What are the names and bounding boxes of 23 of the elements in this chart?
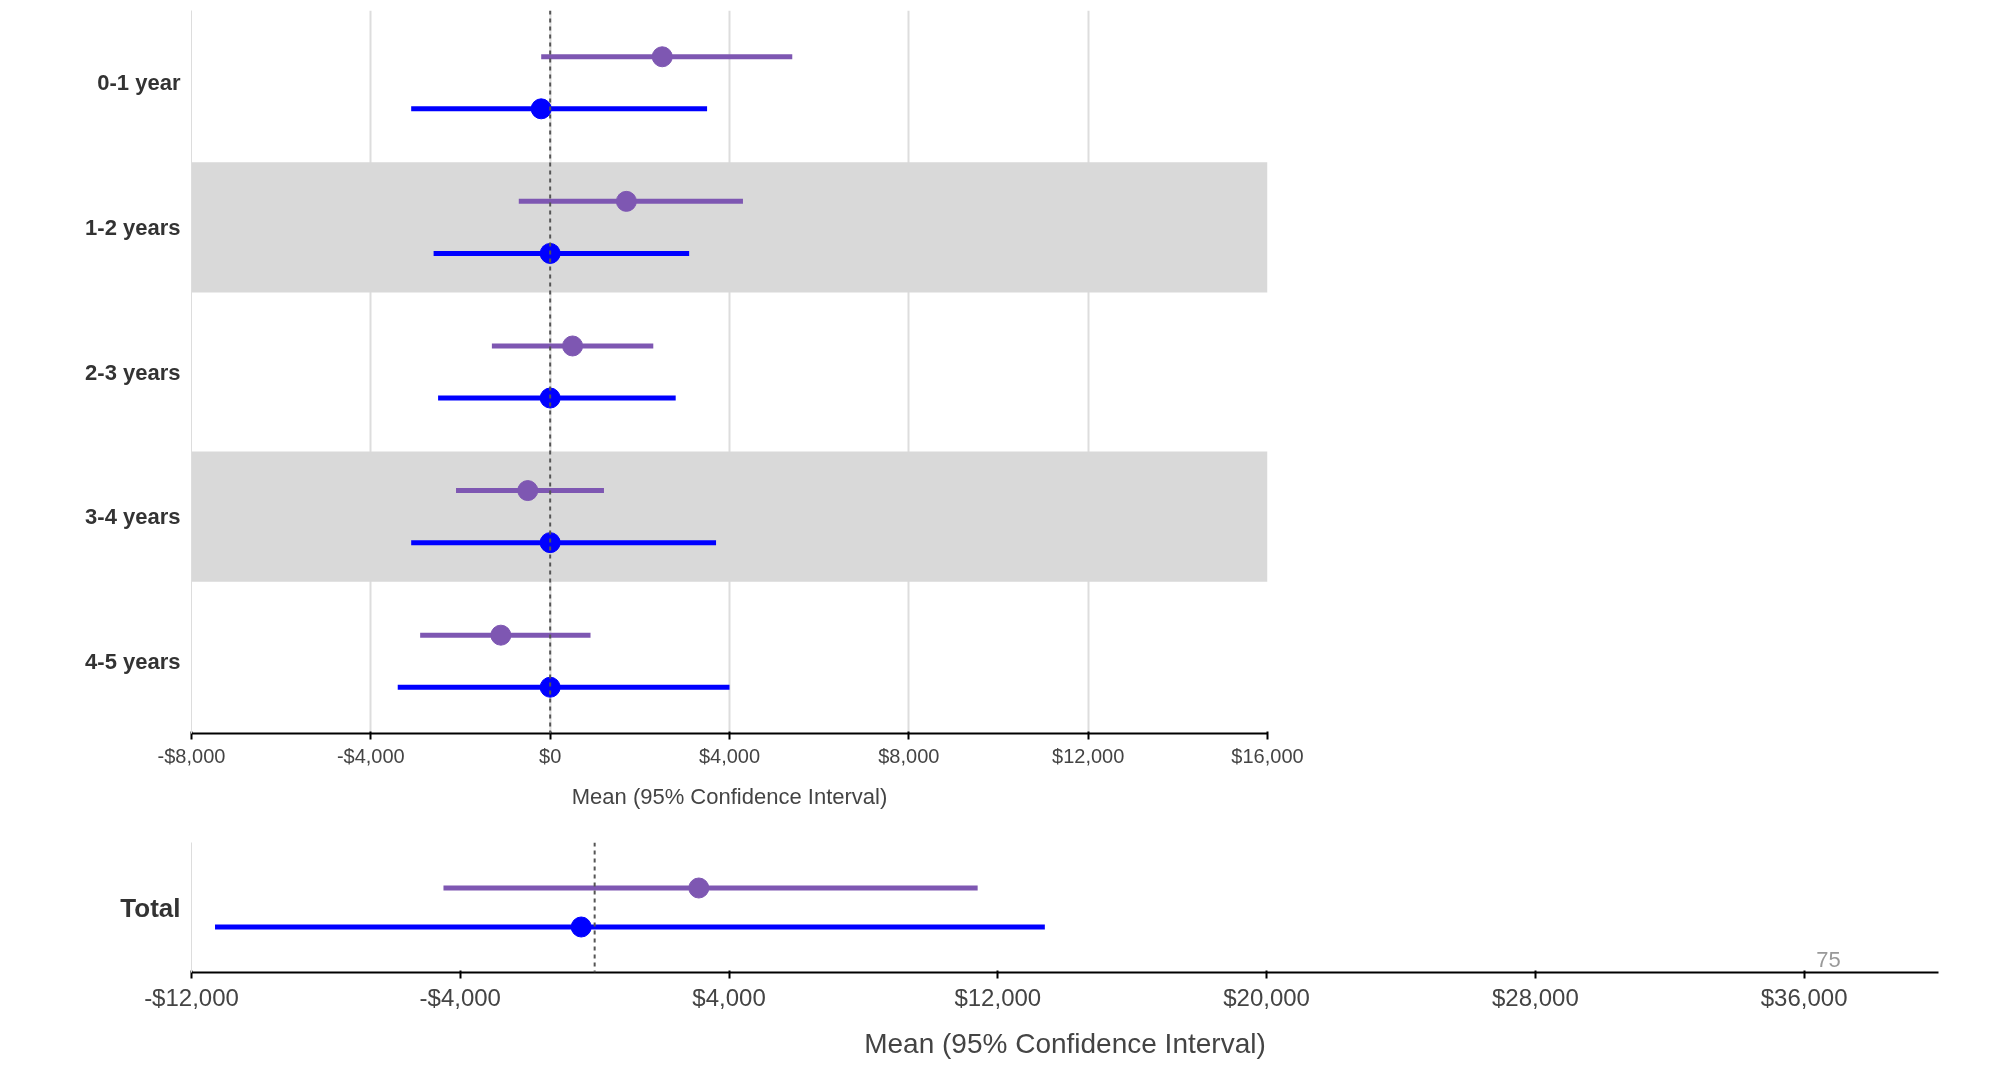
x-tick-label: -$4,000 [336, 744, 405, 767]
y-tick-label: 4-5 years [85, 648, 181, 674]
x-tick-label: $28,000 [1491, 983, 1579, 1011]
y-tick-label: 0-1 year [97, 70, 181, 96]
x-tick-label: -$8,000 [157, 744, 226, 767]
y-tick-label: Total [120, 892, 181, 923]
x-tick-label: $8,000 [878, 744, 940, 767]
x-axis-title: Mean (95% Confidence Interval) [864, 1027, 1266, 1059]
x-tick-label: $12,000 [1052, 744, 1125, 767]
x-tick-label: $16,000 [1231, 744, 1304, 767]
y-tick-label: 1-2 years [85, 214, 181, 240]
x-tick-label: -$12,000 [144, 983, 239, 1011]
x-tick-label: $20,000 [1223, 983, 1310, 1011]
y-tick-label: 3-4 years [85, 504, 181, 530]
x-tick-label: -$4,000 [419, 983, 501, 1011]
annotation: 75 [1816, 947, 1841, 973]
x-tick-label: $4,000 [692, 983, 766, 1011]
x-tick-label: $0 [539, 744, 562, 767]
x-axis-title: Mean (95% Confidence Interval) [571, 783, 888, 809]
y-tick-label: 2-3 years [85, 359, 181, 385]
x-tick-label: $36,000 [1760, 983, 1848, 1011]
x-tick-label: $12,000 [954, 983, 1042, 1011]
x-tick-label: $4,000 [698, 744, 761, 767]
